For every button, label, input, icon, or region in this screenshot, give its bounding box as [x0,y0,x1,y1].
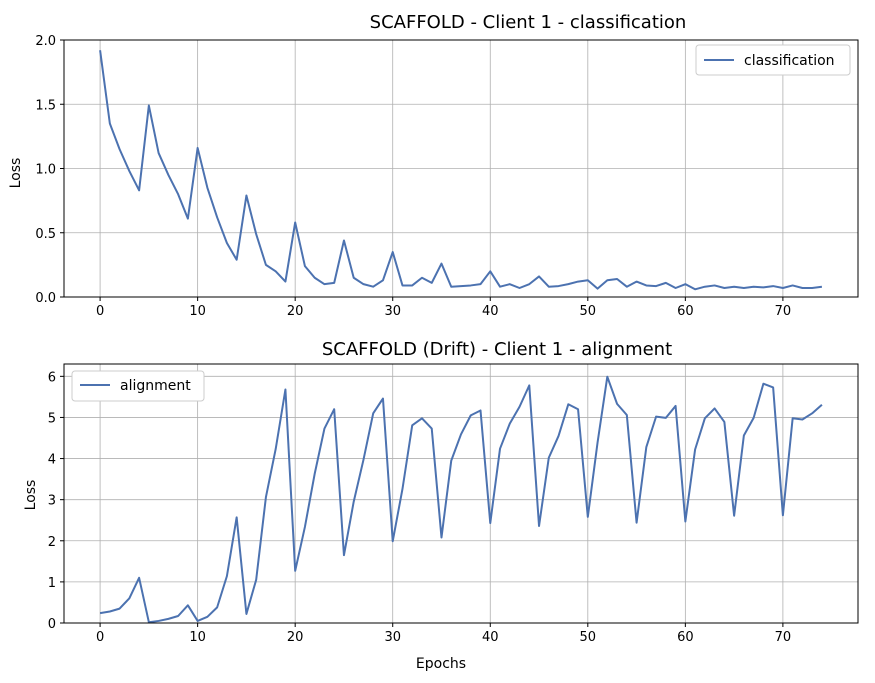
y-axis-ticks: 0.0 0.5 1.0 1.5 2.0 [35,34,64,306]
classification-series-line [99,50,823,291]
x-tick-label: 60 [677,304,694,319]
x-tick-label: 20 [287,630,304,645]
x-axis-ticks: 0 10 20 30 40 50 60 70 [96,623,791,645]
x-tick-label: 10 [189,630,206,645]
x-tick-label: 0 [96,304,104,319]
y-axis-ticks: 0 1 2 3 4 5 6 [48,370,64,632]
x-tick-label: 0 [96,630,104,645]
plot-frame [63,363,859,624]
x-axis-label: Epochs [416,656,466,672]
y-tick-label: 6 [48,370,56,385]
x-tick-label: 70 [775,304,792,319]
y-tick-label: 1.5 [35,98,56,113]
legend-label: alignment [120,378,191,394]
y-tick-label: 0.0 [35,291,56,306]
legend-box [695,44,851,76]
y-tick-label: 3 [48,494,56,509]
x-tick-label: 30 [384,304,401,319]
x-tick-label: 70 [775,630,792,645]
y-tick-label: 1.0 [35,163,56,178]
legend: classification [695,44,851,76]
x-tick-label: 50 [580,630,597,645]
y-tick-label: 5 [48,411,56,426]
x-tick-label: 50 [580,304,597,319]
legend: alignment [71,370,205,402]
y-axis-label: Loss [8,158,24,189]
x-tick-label: 20 [287,304,304,319]
y-tick-label: 4 [48,453,56,468]
alignment-series-line [99,375,823,624]
x-axis-ticks: 0 10 20 30 40 50 60 70 [96,297,791,319]
x-tick-label: 40 [482,304,499,319]
classification-chart: SCAFFOLD - Client 1 - classification 0 10… [8,12,859,319]
x-tick-label: 40 [482,630,499,645]
y-axis-label: Loss [23,480,39,511]
x-tick-label: 10 [189,304,206,319]
x-tick-label: 30 [384,630,401,645]
legend-label: classification [744,53,835,69]
y-tick-label: 0.5 [35,227,56,242]
y-tick-label: 2 [48,535,56,550]
chart-title: SCAFFOLD (Drift) - Client 1 - alignment [322,339,672,360]
alignment-chart: SCAFFOLD (Drift) - Client 1 - alignment … [23,339,859,672]
legend-box [71,370,205,402]
y-tick-label: 0 [48,617,56,632]
chart-title: SCAFFOLD - Client 1 - classification [370,12,687,33]
x-tick-label: 60 [677,630,694,645]
y-tick-label: 1 [48,576,56,591]
y-tick-label: 2.0 [35,34,56,49]
